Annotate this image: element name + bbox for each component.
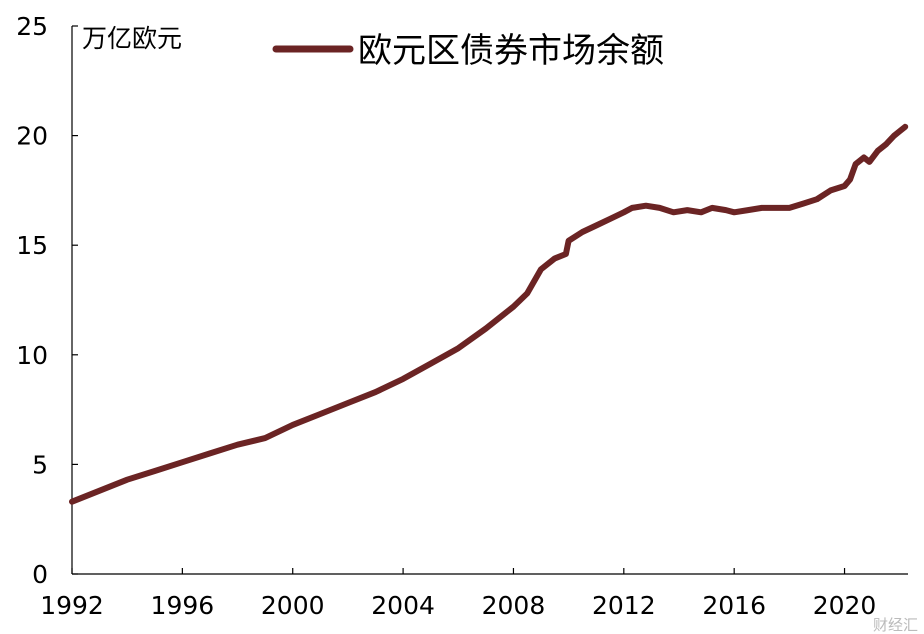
x-tick-label: 2020	[813, 591, 877, 620]
y-tick-label: 25	[16, 12, 48, 41]
series-layer	[69, 123, 909, 505]
unit-label: 万亿欧元	[82, 24, 182, 53]
x-tick-label: 2008	[482, 591, 546, 620]
y-tick-label: 15	[16, 231, 48, 260]
watermark-text: 财经汇	[873, 616, 918, 634]
y-axis-ticks: 0 5 10 15 20 25	[16, 12, 78, 589]
y-tick-label: 5	[32, 450, 48, 479]
legend: 欧元区债券市场余额	[272, 31, 664, 71]
legend-label: 欧元区债券市场余额	[358, 31, 664, 71]
x-axis-ticks: 1992 1996 2000 2004 2008 2012 2016 2020	[40, 568, 876, 620]
x-tick-label: 2004	[371, 591, 435, 620]
x-tick-label: 1996	[151, 591, 215, 620]
series-line	[69, 123, 909, 505]
x-tick-label: 2012	[592, 591, 656, 620]
x-tick-label: 2000	[261, 591, 325, 620]
x-tick-label: 1992	[40, 591, 104, 620]
y-tick-label: 20	[16, 122, 48, 151]
x-tick-label: 2016	[702, 591, 766, 620]
y-tick-label: 0	[32, 560, 48, 589]
y-tick-label: 10	[16, 341, 48, 370]
